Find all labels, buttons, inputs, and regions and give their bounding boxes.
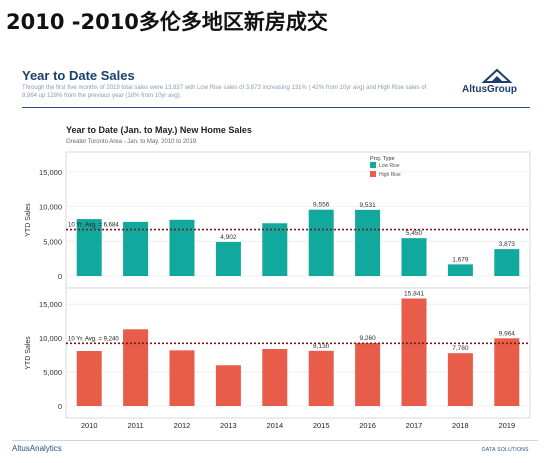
bar-low-rise-2015 <box>308 209 334 276</box>
data-label: 9,556 <box>313 202 330 209</box>
logo-text: AltusGroup <box>462 84 517 95</box>
x-tick-label: 2019 <box>498 421 515 430</box>
data-label: 8,130 <box>313 343 330 350</box>
x-tick-label: 2017 <box>406 421 423 430</box>
report-title: Year to Date Sales <box>22 68 135 83</box>
legend-label: Low Rise <box>379 163 400 169</box>
logo-mark-icon <box>481 68 513 83</box>
bar-low-rise-2018 <box>447 264 473 276</box>
y-tick-label: 10,000 <box>39 203 62 212</box>
x-tick-label: 2012 <box>174 421 191 430</box>
bar-high-rise-2010 <box>76 351 102 406</box>
data-label: 5,450 <box>406 230 423 237</box>
data-label: 9,964 <box>499 330 516 337</box>
altus-group-logo: AltusGroup <box>462 68 532 100</box>
bar-high-rise-2013 <box>215 365 241 406</box>
y-axis-label: YTD Sales <box>25 336 32 370</box>
slide-title: 2010 -2010多伦多地区新房成交 <box>6 10 328 34</box>
bar-low-rise-2012 <box>169 219 195 276</box>
x-tick-label: 2011 <box>128 421 144 430</box>
y-axis-label: YTD Sales <box>25 203 32 237</box>
bar-low-rise-2013 <box>215 241 241 276</box>
y-tick-label: 10,000 <box>39 334 62 343</box>
bar-high-rise-2011 <box>123 329 149 406</box>
chart-title: Year to Date (Jan. to May.) New Home Sal… <box>66 125 252 135</box>
bar-low-rise-2011 <box>123 221 149 276</box>
bar-low-rise-2014 <box>262 223 288 276</box>
bar-high-rise-2014 <box>262 348 288 406</box>
footer-tagline: DATA SOLUTIONS <box>482 447 529 453</box>
bar-high-rise-2017 <box>401 298 427 406</box>
x-tick-label: 2010 <box>81 421 98 430</box>
bar-low-rise-2017 <box>401 238 427 276</box>
header-divider <box>22 107 530 108</box>
y-tick-label: 5,000 <box>43 368 62 377</box>
data-label: 4,902 <box>220 234 237 241</box>
bar-high-rise-2016 <box>355 343 381 406</box>
data-label: 9,260 <box>359 335 376 342</box>
data-label: 15,841 <box>404 290 424 297</box>
data-label: 9,531 <box>359 202 376 209</box>
legend-label: High Rise <box>379 172 401 178</box>
legend-swatch-low-rise <box>370 162 376 168</box>
data-label: 3,873 <box>499 241 516 248</box>
report-summary: Through the first five months of 2019 to… <box>22 85 427 99</box>
chart-subtitle: Greater Toronto Area - Jan. to May. 2010… <box>66 139 197 145</box>
x-tick-label: 2015 <box>313 421 330 430</box>
bar-low-rise-2019 <box>494 249 520 276</box>
bar-high-rise-2012 <box>169 350 195 406</box>
bar-low-rise-2016 <box>355 209 381 276</box>
y-tick-label: 5,000 <box>43 237 62 246</box>
y-tick-label: 15,000 <box>39 168 62 177</box>
average-label: 10 Yr. Avg. = 6,684 <box>68 223 119 229</box>
bar-high-rise-2019 <box>494 338 520 406</box>
average-label: 10 Yr. Avg. = 9,240 <box>68 336 119 342</box>
x-tick-label: 2014 <box>266 421 283 430</box>
y-tick-label: 15,000 <box>39 300 62 309</box>
new-home-sales-chart: 0 5,000 10,000 15,000 YTD Sales 4,902 9,556 9,5… <box>25 151 531 430</box>
legend-swatch-high-rise <box>370 171 376 177</box>
bar-high-rise-2018 <box>447 353 473 406</box>
x-tick-label: 2016 <box>359 421 376 430</box>
y-tick-label: 0 <box>58 272 62 281</box>
x-tick-label: 2013 <box>220 421 237 430</box>
footer-divider <box>12 440 538 441</box>
data-label: 1,679 <box>452 256 469 263</box>
legend-title: Proj. Type <box>370 156 395 162</box>
bar-high-rise-2015 <box>308 350 334 406</box>
footer-brand: AltusAnalytics <box>12 444 62 453</box>
data-label: 7,780 <box>452 345 469 352</box>
bar-low-rise-2010 <box>76 219 102 276</box>
x-tick-label: 2018 <box>452 421 469 430</box>
y-tick-label: 0 <box>58 402 62 411</box>
